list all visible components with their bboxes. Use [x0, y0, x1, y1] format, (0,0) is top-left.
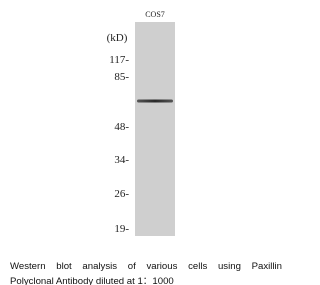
blot: COS7 (kD) 117- 85- 48- 34- 26- 19-	[0, 0, 292, 250]
markers: 117- 85- 48- 34- 26- 19-	[109, 54, 129, 235]
marker-label: 34-	[114, 154, 129, 166]
marker-label: 117-	[109, 54, 129, 66]
caption-line: Polyclonal Antibody diluted at 1：1000	[10, 273, 282, 285]
caption-line: Western blot analysis of various cells u…	[10, 261, 282, 272]
unit-label: (kD)	[107, 32, 128, 44]
marker-label: 48-	[114, 121, 129, 133]
marker-label: 26-	[114, 188, 129, 200]
figure: COS7 (kD) 117- 85- 48- 34- 26- 19- Western bl…	[0, 0, 292, 285]
marker-label: 85-	[114, 71, 129, 83]
marker-label: 19-	[114, 223, 129, 235]
lane	[135, 22, 175, 236]
band	[137, 100, 173, 103]
lane-label: COS7	[145, 10, 165, 19]
